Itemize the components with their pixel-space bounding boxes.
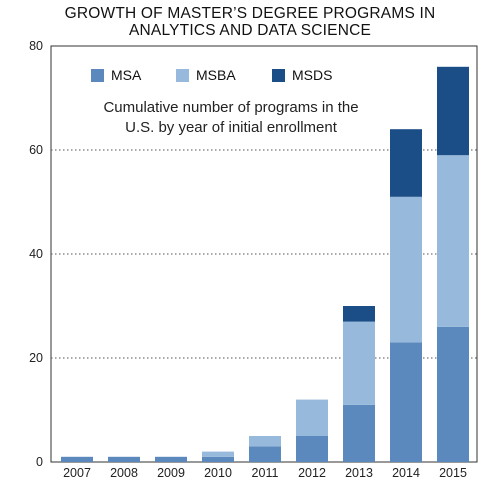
bar-msa-2015	[437, 326, 469, 462]
x-tick-label-2013: 2013	[345, 466, 373, 480]
bar-msa-2011	[249, 446, 281, 462]
x-tick-label-2014: 2014	[392, 466, 420, 480]
x-tick-label-2008: 2008	[110, 466, 138, 480]
bar-msds-2014	[390, 129, 422, 197]
legend-label-msba: MSBA	[196, 67, 236, 83]
y-tick-label-80: 80	[29, 39, 43, 53]
bar-msa-2010	[202, 456, 234, 462]
bar-msba-2010	[202, 451, 234, 457]
bar-msba-2013	[343, 321, 375, 405]
bar-msa-2013	[343, 404, 375, 462]
y-tick-label-0: 0	[36, 455, 43, 469]
bar-msa-2014	[390, 342, 422, 462]
legend-label-msa: MSA	[111, 67, 142, 83]
bar-msba-2015	[437, 155, 469, 327]
bar-msa-2008	[108, 456, 140, 462]
x-tick-label-2007: 2007	[63, 466, 91, 480]
annotation-line1: Cumulative number of programs in the	[103, 99, 358, 116]
y-tick-label-40: 40	[29, 247, 43, 261]
chart-title-line1: GROWTH OF MASTER’S DEGREE PROGRAMS IN	[64, 5, 436, 22]
bar-msba-2012	[296, 399, 328, 436]
bar-msds-2013	[343, 306, 375, 322]
x-tick-label-2011: 2011	[252, 466, 279, 480]
chart-title-line2: ANALYTICS AND DATA SCIENCE	[128, 22, 372, 39]
x-tick-label-2015: 2015	[439, 466, 467, 480]
x-tick-label-2012: 2012	[298, 466, 326, 480]
x-tick-label-2009: 2009	[157, 466, 185, 480]
bar-msba-2014	[390, 196, 422, 343]
legend-swatch-msds	[272, 69, 285, 82]
x-tick-label-2010: 2010	[204, 466, 232, 480]
y-tick-label-60: 60	[29, 143, 43, 157]
legend-swatch-msba	[176, 69, 189, 82]
bar-msa-2009	[155, 456, 187, 462]
bar-msa-2007	[61, 456, 93, 462]
bar-msa-2012	[296, 436, 328, 462]
bar-msba-2011	[249, 436, 281, 447]
annotation-line2: U.S. by year of initial enrollment	[125, 119, 338, 136]
legend-swatch-msa	[91, 69, 104, 82]
bar-msds-2015	[437, 66, 469, 156]
legend-label-msds: MSDS	[292, 67, 332, 83]
y-tick-label-20: 20	[29, 351, 43, 365]
